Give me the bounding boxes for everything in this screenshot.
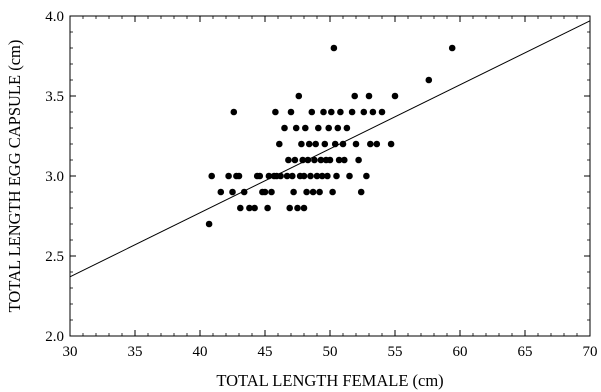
data-point xyxy=(334,124,342,132)
y-tick-label: 2.5 xyxy=(45,249,64,265)
data-point xyxy=(305,140,313,148)
data-point xyxy=(261,188,269,196)
data-point xyxy=(256,172,264,180)
x-tick-label: 45 xyxy=(258,344,273,360)
data-point xyxy=(246,204,253,212)
data-point xyxy=(325,124,333,132)
data-point xyxy=(346,172,353,180)
data-point xyxy=(318,172,326,180)
data-point xyxy=(330,44,338,52)
data-point xyxy=(281,124,288,132)
data-point xyxy=(369,108,377,116)
y-tick-label: 3.0 xyxy=(45,169,64,185)
regression-line xyxy=(69,20,591,278)
x-tick-label: 70 xyxy=(583,344,598,360)
data-point xyxy=(315,124,322,132)
data-points xyxy=(205,44,456,228)
data-point xyxy=(308,108,316,116)
data-point xyxy=(208,172,215,180)
data-point xyxy=(303,188,310,196)
data-point xyxy=(313,172,321,180)
data-point xyxy=(251,204,258,212)
data-point xyxy=(312,140,320,148)
data-point xyxy=(357,188,365,196)
data-point xyxy=(294,204,301,212)
data-point xyxy=(286,204,294,212)
data-point xyxy=(205,220,213,228)
data-point xyxy=(341,156,348,164)
x-tick-label: 30 xyxy=(63,344,78,360)
data-point xyxy=(365,92,373,100)
data-point xyxy=(321,140,329,148)
data-point xyxy=(276,140,283,148)
data-point xyxy=(229,188,236,196)
data-point xyxy=(237,204,244,212)
y-axis-ticks: 2.0 2.5 3.0 3.5 4.0 xyxy=(45,9,590,345)
x-tick-label: 35 xyxy=(128,344,143,360)
data-point xyxy=(302,124,309,132)
data-point xyxy=(292,124,300,132)
data-point xyxy=(367,140,374,148)
data-point xyxy=(300,172,308,180)
x-tick-label: 40 xyxy=(193,344,208,360)
y-tick-label: 3.5 xyxy=(45,89,64,105)
data-point xyxy=(355,156,362,164)
data-point xyxy=(391,92,399,100)
data-point xyxy=(329,188,336,196)
data-point xyxy=(316,188,323,196)
data-point xyxy=(295,92,303,100)
data-point xyxy=(448,44,456,52)
data-point xyxy=(351,92,359,100)
data-point xyxy=(425,76,433,84)
data-point xyxy=(378,108,386,116)
data-point xyxy=(317,156,325,164)
data-point xyxy=(324,172,331,180)
data-point xyxy=(287,108,295,116)
data-point xyxy=(291,156,299,164)
x-tick-label: 60 xyxy=(453,344,468,360)
x-axis-ticks: 30 35 40 45 50 55 60 65 70 xyxy=(63,16,598,360)
data-point xyxy=(285,156,292,164)
data-point xyxy=(289,172,296,180)
data-point xyxy=(235,172,243,180)
x-axis-label: TOTAL LENGTH FEMALE (cm) xyxy=(216,371,443,390)
data-point xyxy=(360,108,368,116)
y-axis-label: TOTAL LENGTH EGG CAPSULE (cm) xyxy=(5,40,24,313)
data-point xyxy=(326,156,334,164)
data-point xyxy=(343,124,351,132)
data-point xyxy=(307,172,314,180)
data-point xyxy=(298,140,305,148)
data-point xyxy=(348,108,356,116)
data-point xyxy=(333,172,340,180)
data-point xyxy=(264,204,271,212)
x-tick-label: 65 xyxy=(518,344,533,360)
data-point xyxy=(290,188,297,196)
data-point xyxy=(311,156,318,164)
data-point xyxy=(335,156,343,164)
data-point xyxy=(387,140,395,148)
x-tick-label: 55 xyxy=(388,344,403,360)
data-point xyxy=(272,108,279,116)
data-point xyxy=(328,108,335,116)
data-point xyxy=(268,188,275,196)
data-point xyxy=(300,204,308,212)
data-point xyxy=(225,172,232,180)
data-point xyxy=(230,108,238,116)
data-point xyxy=(217,188,225,196)
data-point xyxy=(309,188,317,196)
data-point xyxy=(277,172,284,180)
data-point xyxy=(337,108,344,116)
data-point xyxy=(373,140,381,148)
y-tick-label: 2.0 xyxy=(45,329,64,345)
data-point xyxy=(283,172,291,180)
data-point xyxy=(320,108,327,116)
x-tick-label: 50 xyxy=(323,344,338,360)
data-point xyxy=(339,140,347,148)
y-tick-label: 4.0 xyxy=(45,9,64,25)
data-point xyxy=(352,140,360,148)
data-point xyxy=(363,172,370,180)
